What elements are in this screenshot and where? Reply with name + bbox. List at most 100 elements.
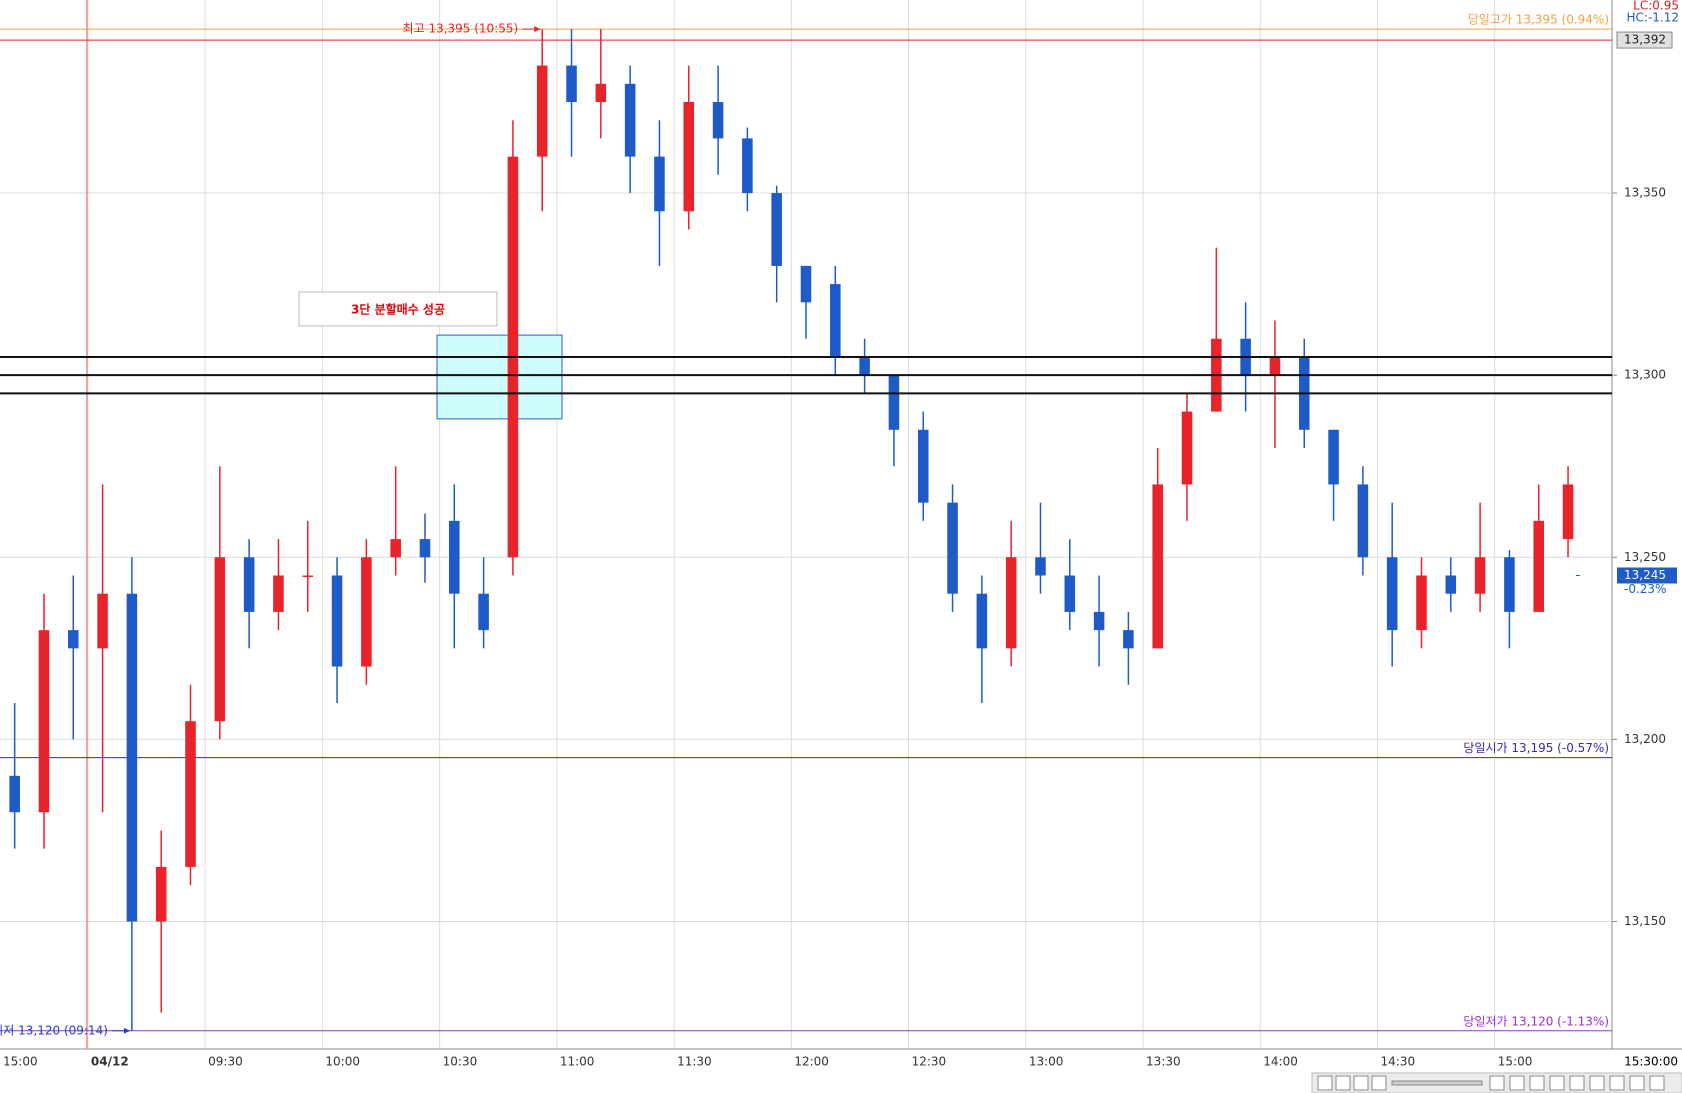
candle [1474,502,1486,612]
candle-body [1064,575,1076,612]
toolbar-button[interactable] [1529,1075,1545,1091]
toolbar-button[interactable] [1549,1075,1565,1091]
x-tick-label: 14:00 [1263,1055,1298,1069]
candle-body [449,520,460,594]
y-tick-label: 13,350 [1624,186,1666,200]
toolbar-button[interactable] [1609,1075,1625,1091]
candle [1357,466,1369,576]
candle [771,185,782,303]
candle-body [419,539,431,558]
zone-label-bg [298,291,498,327]
candle-body [126,593,138,922]
reference-label: 당일시가 13,195 (-0.57%) [1463,741,1609,755]
toolbar-button[interactable] [1317,1075,1333,1091]
candle-body [1474,557,1486,594]
candle [1123,611,1134,685]
candle-body [888,375,900,430]
candle [595,29,607,139]
candle-body [155,866,167,922]
zone-label: 3단 분할매수 성공 [298,291,498,327]
candle-body [566,65,577,102]
x-axis-end-label: 15:30:00 [1624,1055,1678,1069]
candle-body [917,429,929,503]
candle-body [595,83,607,102]
candle [1328,429,1339,521]
candle-body [331,575,343,667]
toolbar-button[interactable] [1649,1075,1665,1091]
candle-body [1152,484,1163,649]
overlay: 당일고가 13,395 (0.94%) 당일시가 13,195 (-0.57%) 당… [0,13,1612,1037]
candle-body [654,156,665,212]
candle [536,29,548,212]
candle [976,575,988,703]
candle-body [1328,429,1339,485]
extreme-label: 최저 13,120 (09:14) [0,1023,108,1037]
candle-body [947,502,958,594]
candle [185,684,196,886]
toolbar-button[interactable] [1509,1075,1525,1091]
x-tick-label: 12:00 [794,1055,829,1069]
candle [390,466,401,576]
candle [1533,484,1545,612]
candle-body [859,356,870,376]
candle-body [361,557,372,667]
toolbar-scroll[interactable] [1391,1080,1483,1086]
candle-body [185,721,196,867]
x-tick-label: 10:00 [325,1055,360,1069]
extreme-arrowhead [534,26,541,33]
candle [712,65,724,175]
candle [1152,448,1163,649]
toolbar-button[interactable] [1629,1075,1645,1091]
candle [243,539,255,649]
x-tick-label: 11:00 [560,1055,595,1069]
candle-body [1123,630,1134,649]
y-tick-label: 13,300 [1624,368,1666,382]
candle-body [1005,557,1017,649]
candle [566,29,577,157]
candle [214,466,226,740]
toolbar-button[interactable] [1589,1075,1605,1091]
candle [126,557,138,1031]
candle [1181,393,1193,521]
candle [1035,502,1046,594]
candle [273,539,284,631]
x-tick-label: 14:30 [1381,1055,1416,1069]
zone-label-text: 3단 분할매수 성공 [351,302,445,317]
candle-body [9,775,20,813]
candle-body [536,65,548,157]
reference-label: 당일저가 13,120 (-1.13%) [1463,1014,1609,1028]
candle-body [243,557,255,612]
toolbar-button[interactable] [1489,1075,1505,1091]
zone-box [436,334,563,420]
x-tick-label: 15:00 [3,1055,38,1069]
price-tag-bg [1617,567,1677,584]
toolbar-button[interactable] [1353,1075,1369,1091]
candle [67,575,79,740]
toolbar-button[interactable] [1335,1075,1351,1091]
toolbar-button[interactable] [1371,1075,1387,1091]
candle [155,830,167,1013]
header-hc: HC:-1.12 [1627,11,1680,25]
extreme-arrowhead [123,1027,130,1034]
candle-body [214,557,226,722]
x-tick-label: 13:30 [1146,1055,1181,1069]
candle [1005,520,1017,667]
price-tag-bg [1616,31,1673,49]
candle [302,520,314,612]
header-lc: LC:0.95 [1633,0,1679,13]
toolbar-button[interactable] [1569,1075,1585,1091]
toolbar [1311,1072,1682,1093]
candle-body [390,539,401,558]
price-change: -0.23% [1624,582,1666,596]
candle-body [1562,484,1574,540]
candle-body [1357,484,1369,558]
candle [624,65,636,194]
candle-body [976,593,988,649]
candle [742,127,753,212]
x-tick-label: 13:00 [1029,1055,1064,1069]
candle-body [97,593,108,649]
y-tick-label: 13,200 [1624,732,1666,746]
x-tick-label: 09:30 [208,1055,243,1069]
